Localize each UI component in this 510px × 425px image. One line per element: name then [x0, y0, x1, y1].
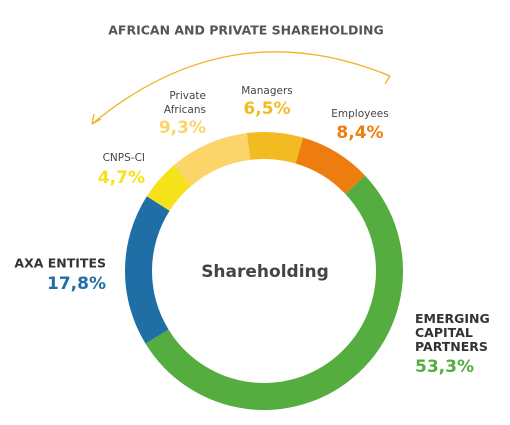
donut-segment — [146, 165, 192, 211]
value-label: 53,3% — [415, 357, 474, 377]
segment-name: Managers — [241, 85, 293, 97]
segment-name: CNPS-CI — [103, 152, 145, 164]
arrow-arc — [91, 51, 391, 125]
center-label: Shareholding — [201, 262, 329, 282]
arrow-head — [91, 113, 102, 125]
segment-name: AXA ENTITES — [14, 256, 106, 271]
donut-segment — [246, 132, 304, 164]
value-label: 6,5% — [243, 99, 290, 119]
donut-segment — [145, 175, 404, 411]
segment-name: Private Africans — [164, 90, 206, 116]
donut-segment — [173, 133, 251, 186]
donut-segment — [295, 137, 365, 195]
value-label: 17,8% — [47, 274, 106, 294]
segment-name: EMERGING CAPITAL PARTNERS — [415, 311, 490, 354]
value-label: 4,7% — [98, 168, 145, 188]
segment-name: Employees — [331, 108, 388, 120]
donut-segment — [125, 196, 170, 344]
value-label: 9,3% — [159, 118, 206, 138]
arrow-head — [379, 71, 391, 85]
chart-title: AFRICAN AND PRIVATE SHAREHOLDING — [108, 23, 384, 38]
value-label: 8,4% — [336, 123, 383, 143]
